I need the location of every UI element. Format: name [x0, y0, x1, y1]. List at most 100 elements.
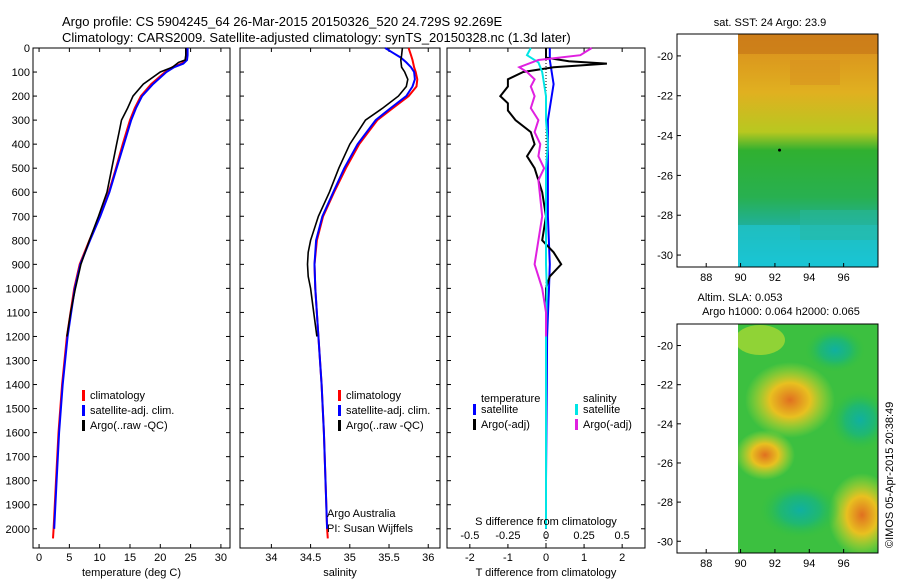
difference-s-tick-label: 0.5 — [615, 530, 630, 542]
legend-swatch — [338, 405, 341, 416]
legend-swatch — [575, 404, 578, 415]
difference-s-tick-label: 0 — [543, 530, 549, 542]
legend-label: satellite-adj. clim. — [346, 405, 430, 417]
depth-tick-label: 1700 — [6, 452, 30, 464]
legend-swatch — [473, 404, 476, 415]
temperature-xtick-label: 0 — [36, 552, 42, 564]
sst-map-panel: sat. SST: 24 Argo: 23.9 88 90 92 94 96 -20 -22… — [657, 17, 879, 284]
depth-tick-label: 0 — [24, 43, 30, 55]
temperature-xtick-label: 20 — [154, 552, 166, 564]
sst-map-xtick-label: 96 — [838, 272, 850, 284]
figure-title-line2: Climatology: CARS2009. Satellite-adjuste… — [62, 30, 571, 45]
depth-tick-label: 1800 — [6, 476, 30, 488]
legend-label: satellite — [583, 404, 620, 416]
difference-xtick-label: 1 — [581, 552, 587, 564]
legend-swatch — [82, 420, 85, 431]
legend-label: satellite-adj. clim. — [90, 405, 174, 417]
difference-s-tick-label: 0.25 — [573, 530, 594, 542]
salinity-panel: 34 34.5 35 35.5 36 salinity climatology satelli… — [239, 47, 441, 579]
salinity-xtick-label: 34 — [265, 552, 277, 564]
series-argo-raw-qc- — [306, 47, 409, 337]
sst-map-ytick-label: -30 — [657, 250, 673, 262]
difference-xtick-label: 2 — [619, 552, 625, 564]
sst-map-title: sat. SST: 24 Argo: 23.9 — [714, 17, 827, 29]
legend-swatch — [338, 390, 341, 401]
imos-watermark: ©IMOS 05-Apr-2015 20:38:49 — [884, 402, 896, 548]
argo-position-marker — [778, 148, 782, 152]
depth-tick-label: 400 — [12, 139, 30, 151]
legend-swatch — [82, 405, 85, 416]
legend-label: climatology — [90, 390, 146, 402]
sst-map-ytick-label: -22 — [657, 91, 673, 103]
temperature-panel: 0 5 10 15 20 25 30 temperature (deg C) 0 100 200 30… — [6, 43, 231, 579]
depth-tick-label: 1600 — [6, 428, 30, 440]
temperature-xtick-label: 25 — [184, 552, 196, 564]
temperature-xtick-label: 30 — [215, 552, 227, 564]
sst-map-ytick-label: -28 — [657, 210, 673, 222]
salinity-xtick-label: 36 — [422, 552, 434, 564]
series-salinity-satellite — [525, 47, 549, 529]
sla-map-subtitle: Argo h1000: 0.064 h2000: 0.065 — [702, 306, 860, 318]
legend-label: satellite — [481, 404, 518, 416]
difference-xtick-label: 0 — [543, 552, 549, 564]
sst-map-ytick-label: -20 — [657, 51, 673, 63]
depth-tick-label: 500 — [12, 163, 30, 175]
salinity-xtick-label: 35 — [344, 552, 356, 564]
legend-swatch — [338, 420, 341, 431]
sla-map-ytick-label: -24 — [657, 419, 673, 431]
legend-swatch — [82, 390, 85, 401]
salinity-xtick-label: 35.5 — [378, 552, 399, 564]
legend-swatch — [575, 419, 578, 430]
legend-temperature-title: temperature — [481, 393, 540, 405]
sst-map-xtick-label: 88 — [700, 272, 712, 284]
salinity-annotation: PI: Susan Wijffels — [327, 523, 413, 535]
salinity-annotation: Argo Australia — [327, 508, 396, 520]
depth-tick-label: 1500 — [6, 404, 30, 416]
sst-map-xtick-label: 90 — [734, 272, 746, 284]
series-climatology — [313, 47, 419, 539]
sla-map-title: Altim. SLA: 0.053 — [698, 292, 783, 304]
sla-map-xtick-label: 90 — [734, 558, 746, 570]
sla-map-xtick-label: 94 — [803, 558, 815, 570]
depth-tick-label: 1100 — [6, 307, 30, 319]
sst-map-frame — [676, 33, 879, 268]
difference-s-tick-label: -0.25 — [495, 530, 520, 542]
depth-tick-label: 1200 — [6, 331, 30, 343]
legend-label: Argo(-adj) — [481, 419, 530, 431]
difference-xlabel: T difference from climatology — [476, 567, 617, 579]
temperature-frame — [32, 47, 231, 549]
salinity-xtick-label: 34.5 — [300, 552, 321, 564]
depth-tick-label: 1900 — [6, 500, 30, 512]
sla-map-ytick-label: -22 — [657, 380, 673, 392]
series-salinity-argo-adj- — [517, 47, 593, 337]
series-temperature-argo-adj- — [498, 48, 607, 337]
depth-tick-label: 1400 — [6, 380, 30, 392]
series-satellite-adj-clim- — [53, 48, 189, 529]
salinity-xlabel: salinity — [323, 567, 357, 579]
legend-label: Argo(-adj) — [583, 419, 632, 431]
sla-map-xtick-label: 88 — [700, 558, 712, 570]
series-satellite-adj-clim- — [313, 47, 416, 529]
temperature-xlabel: temperature (deg C) — [82, 567, 181, 579]
sla-map-xtick-label: 92 — [769, 558, 781, 570]
sla-map-ytick-label: -20 — [657, 341, 673, 353]
difference-xtick-label: -2 — [465, 552, 475, 564]
depth-tick-label: 2000 — [6, 524, 30, 536]
temperature-xtick-label: 10 — [94, 552, 106, 564]
salinity-frame — [239, 47, 441, 549]
difference-panel: -2 -1 0 1 2T difference from climatology temp… — [446, 47, 646, 579]
depth-tick-label: 200 — [12, 91, 30, 103]
depth-tick-label: 100 — [12, 67, 30, 79]
series-climatology — [52, 48, 188, 539]
legend-swatch — [473, 419, 476, 430]
difference-s-tick-label: -0.5 — [460, 530, 479, 542]
figure-title-line1: Argo profile: CS 5904245_64 26-Mar-2015 … — [62, 14, 503, 29]
difference-xlabel-salinity: S difference from climatology — [475, 516, 617, 528]
sst-map-xtick-label: 92 — [769, 272, 781, 284]
depth-tick-label: 700 — [12, 211, 30, 223]
temperature-xtick-label: 5 — [66, 552, 72, 564]
sla-map-xtick-label: 96 — [838, 558, 850, 570]
legend-salinity-title: salinity — [583, 393, 617, 405]
legend-label: climatology — [346, 390, 402, 402]
